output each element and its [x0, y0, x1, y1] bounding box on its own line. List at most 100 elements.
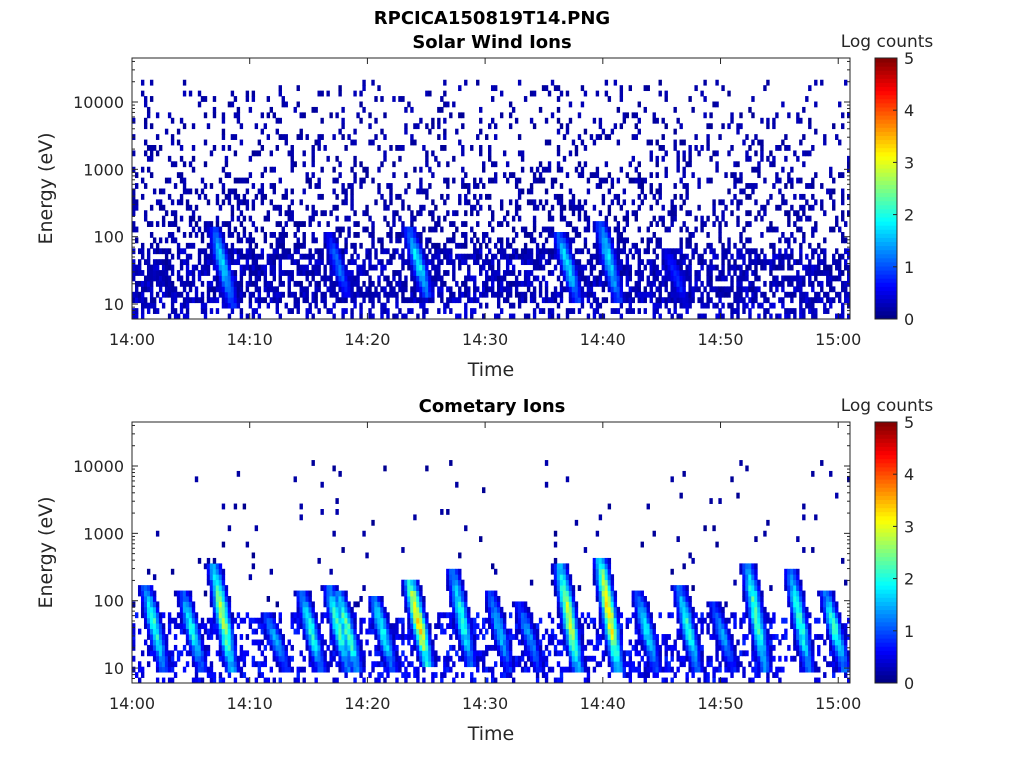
heatmap-cell	[470, 210, 474, 217]
heatmap-cell	[496, 639, 501, 646]
heatmap-cell	[706, 280, 710, 287]
heatmap-cell	[353, 280, 357, 287]
heatmap-cell	[305, 612, 309, 619]
heatmap-cell	[790, 297, 794, 304]
heatmap-cell	[371, 612, 375, 619]
heatmap-cell	[628, 177, 633, 184]
heatmap-cell	[248, 215, 253, 222]
heatmap-cell	[308, 655, 312, 662]
heatmap-cell	[404, 590, 408, 597]
heatmap-cell	[610, 264, 615, 271]
heatmap-cell	[290, 623, 294, 630]
heatmap-cell	[841, 286, 845, 293]
heatmap-cell	[461, 232, 465, 238]
heatmap-cell	[185, 606, 190, 613]
heatmap-cell	[284, 650, 288, 657]
heatmap-cell	[146, 650, 151, 657]
heatmap-cell	[386, 259, 390, 266]
heatmap-cell	[742, 275, 746, 282]
heatmap-cell	[311, 270, 315, 276]
heatmap-cell	[458, 253, 462, 260]
heatmap-cell	[553, 297, 558, 304]
heatmap-cell	[736, 297, 740, 304]
heatmap-cell	[251, 237, 256, 244]
heatmap-cell	[473, 259, 477, 266]
heatmap-cell	[835, 248, 839, 255]
heatmap-cell	[218, 253, 223, 260]
heatmap-cell	[455, 623, 459, 630]
heatmap-cell	[272, 248, 276, 255]
heatmap-cell	[236, 297, 241, 304]
heatmap-cell	[242, 270, 247, 276]
heatmap-cell	[311, 634, 315, 640]
heatmap-cell	[547, 161, 552, 168]
heatmap-cell	[574, 232, 579, 238]
heatmap-cell	[844, 297, 848, 304]
heatmap-cell	[562, 259, 567, 266]
heatmap-cell	[682, 221, 686, 227]
heatmap-cell	[386, 672, 390, 678]
heatmap-cell	[649, 237, 653, 244]
heatmap-cell	[281, 661, 285, 668]
heatmap-cell	[553, 232, 558, 238]
heatmap-cell	[769, 302, 773, 309]
heatmap-cell	[473, 677, 477, 684]
heatmap-cell	[733, 242, 737, 249]
heatmap-cell	[275, 644, 279, 651]
heatmap-cell	[182, 286, 187, 293]
heatmap-cell	[158, 634, 163, 640]
heatmap-cell	[263, 123, 268, 130]
heatmap-cell	[586, 313, 591, 320]
heatmap-cell	[347, 280, 351, 287]
heatmap-cell	[290, 270, 294, 276]
heatmap-cell	[377, 623, 381, 630]
heatmap-cell	[272, 655, 276, 662]
heatmap-cell	[245, 677, 250, 684]
heatmap-cell	[532, 177, 537, 184]
heatmap-cell	[404, 601, 408, 608]
heatmap-cell	[413, 639, 417, 646]
heatmap-cell	[176, 139, 181, 146]
heatmap-cell	[323, 210, 327, 217]
heatmap-cell	[350, 270, 354, 276]
heatmap-cell	[847, 270, 851, 276]
heatmap-cell	[511, 601, 516, 608]
heatmap-cell	[556, 106, 561, 113]
heatmap-cell	[158, 145, 163, 151]
heatmap-cell	[182, 188, 187, 195]
heatmap-cell	[446, 574, 450, 581]
heatmap-cell	[712, 286, 716, 293]
heatmap-cell	[413, 215, 417, 222]
heatmap-cell	[284, 270, 288, 276]
heatmap-cell	[646, 280, 650, 287]
heatmap-cell	[308, 644, 312, 651]
heatmap-cell	[185, 639, 190, 646]
heatmap-cell	[272, 253, 276, 260]
heatmap-cell	[610, 242, 615, 249]
heatmap-cell	[619, 237, 624, 244]
heatmap-cell	[308, 596, 312, 602]
heatmap-cell	[293, 248, 297, 255]
heatmap-cell	[652, 302, 656, 309]
heatmap-cell	[473, 617, 477, 624]
heatmap-cell	[553, 177, 558, 184]
heatmap-cell	[670, 215, 674, 222]
heatmap-cell	[239, 672, 244, 678]
heatmap-cell	[143, 139, 148, 146]
heatmap-cell	[796, 270, 800, 276]
heatmap-cell	[140, 666, 145, 673]
heatmap-cell	[281, 655, 285, 662]
heatmap-cell	[368, 672, 372, 678]
heatmap-cell	[185, 612, 190, 619]
heatmap-cell	[574, 297, 579, 304]
heatmap-cell	[697, 150, 701, 157]
heatmap-cell	[269, 623, 274, 630]
heatmap-cell	[173, 286, 178, 293]
heatmap-cell	[793, 286, 797, 293]
heatmap-cell	[622, 291, 627, 298]
heatmap-cell	[374, 623, 378, 630]
heatmap-cell	[392, 248, 396, 255]
heatmap-cell	[607, 253, 612, 260]
heatmap-cell	[344, 145, 348, 151]
heatmap-cell	[637, 193, 641, 200]
